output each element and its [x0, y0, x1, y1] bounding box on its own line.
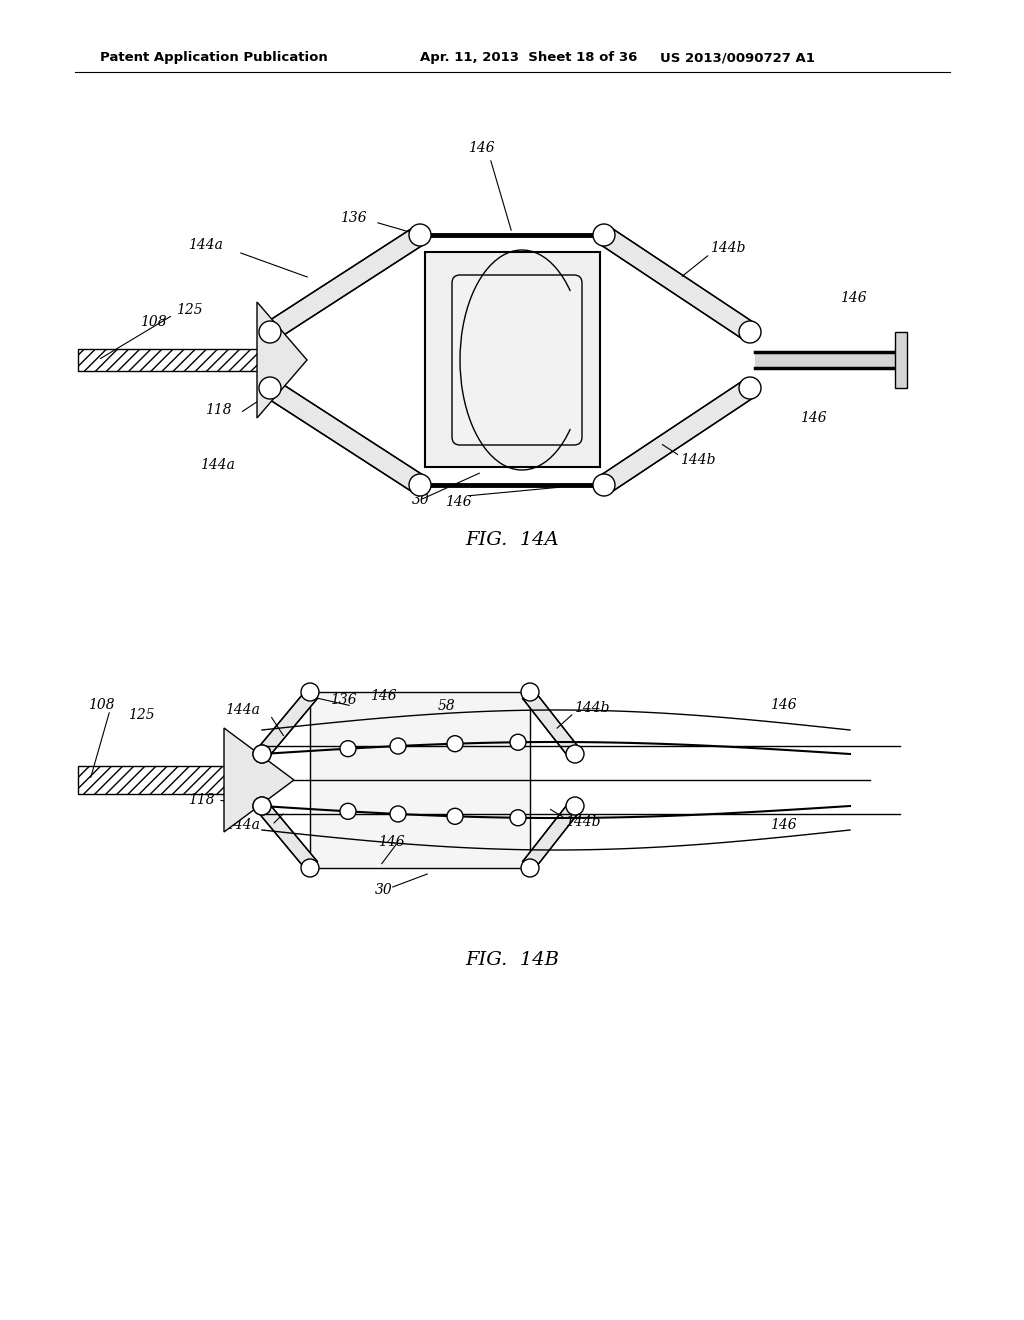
- Text: 108: 108: [88, 698, 115, 711]
- Text: 144b: 144b: [574, 701, 609, 715]
- Circle shape: [409, 224, 431, 246]
- Text: 144a: 144a: [225, 704, 260, 717]
- Text: FIG.  14B: FIG. 14B: [465, 950, 559, 969]
- Text: 144b: 144b: [710, 242, 745, 255]
- Text: 30: 30: [375, 883, 393, 898]
- Text: FIG.  14A: FIG. 14A: [465, 531, 559, 549]
- Text: 144b: 144b: [565, 814, 600, 829]
- Text: 108: 108: [140, 315, 167, 329]
- Circle shape: [447, 808, 463, 824]
- Text: 144a: 144a: [200, 458, 234, 473]
- Bar: [755, 352, 895, 368]
- Text: 146: 146: [840, 290, 866, 305]
- Text: 118: 118: [205, 403, 231, 417]
- Text: US 2013/0090727 A1: US 2013/0090727 A1: [660, 51, 815, 65]
- Polygon shape: [598, 227, 756, 341]
- Bar: [895, 333, 907, 388]
- Text: 125: 125: [128, 708, 155, 722]
- Circle shape: [593, 474, 615, 496]
- Polygon shape: [522, 801, 581, 870]
- Polygon shape: [257, 801, 317, 870]
- Circle shape: [301, 682, 319, 701]
- Circle shape: [739, 321, 761, 343]
- Text: Apr. 11, 2013  Sheet 18 of 36: Apr. 11, 2013 Sheet 18 of 36: [420, 51, 637, 65]
- Text: 144b: 144b: [680, 453, 716, 467]
- Text: 146: 146: [378, 836, 404, 849]
- Text: 144a: 144a: [225, 818, 260, 832]
- Circle shape: [390, 738, 406, 754]
- Circle shape: [447, 735, 463, 751]
- FancyBboxPatch shape: [452, 275, 582, 445]
- Circle shape: [259, 378, 281, 399]
- Polygon shape: [257, 302, 307, 418]
- Text: 146: 146: [468, 141, 495, 154]
- Text: 136: 136: [340, 211, 367, 224]
- Circle shape: [390, 807, 406, 822]
- Circle shape: [510, 809, 526, 826]
- Text: 146: 146: [445, 495, 472, 510]
- Polygon shape: [598, 380, 756, 494]
- Bar: [78, 766, 255, 795]
- Text: 125: 125: [176, 304, 203, 317]
- Bar: [425, 252, 600, 467]
- Text: 146: 146: [770, 698, 797, 711]
- Polygon shape: [257, 689, 317, 759]
- Circle shape: [301, 859, 319, 876]
- Circle shape: [566, 797, 584, 814]
- Circle shape: [566, 744, 584, 763]
- Text: 136: 136: [330, 693, 356, 708]
- Circle shape: [259, 321, 281, 343]
- Circle shape: [510, 734, 526, 750]
- Circle shape: [739, 378, 761, 399]
- Text: 146: 146: [800, 411, 826, 425]
- Circle shape: [409, 474, 431, 496]
- Text: 146: 146: [370, 689, 396, 704]
- Bar: [310, 692, 530, 869]
- Bar: [78, 348, 265, 371]
- Text: 30: 30: [412, 492, 430, 507]
- Circle shape: [253, 744, 271, 763]
- Circle shape: [253, 797, 271, 814]
- Circle shape: [521, 859, 539, 876]
- Text: 118: 118: [188, 793, 215, 807]
- Text: Patent Application Publication: Patent Application Publication: [100, 51, 328, 65]
- Polygon shape: [224, 729, 294, 832]
- Text: 58: 58: [438, 700, 456, 713]
- Circle shape: [593, 224, 615, 246]
- Circle shape: [340, 804, 356, 820]
- Polygon shape: [522, 689, 581, 758]
- Text: 144a: 144a: [188, 238, 223, 252]
- Text: 146: 146: [770, 818, 797, 832]
- Polygon shape: [264, 227, 425, 341]
- Circle shape: [521, 682, 539, 701]
- Polygon shape: [264, 380, 425, 494]
- Circle shape: [253, 744, 271, 763]
- Circle shape: [253, 797, 271, 814]
- Circle shape: [340, 741, 356, 756]
